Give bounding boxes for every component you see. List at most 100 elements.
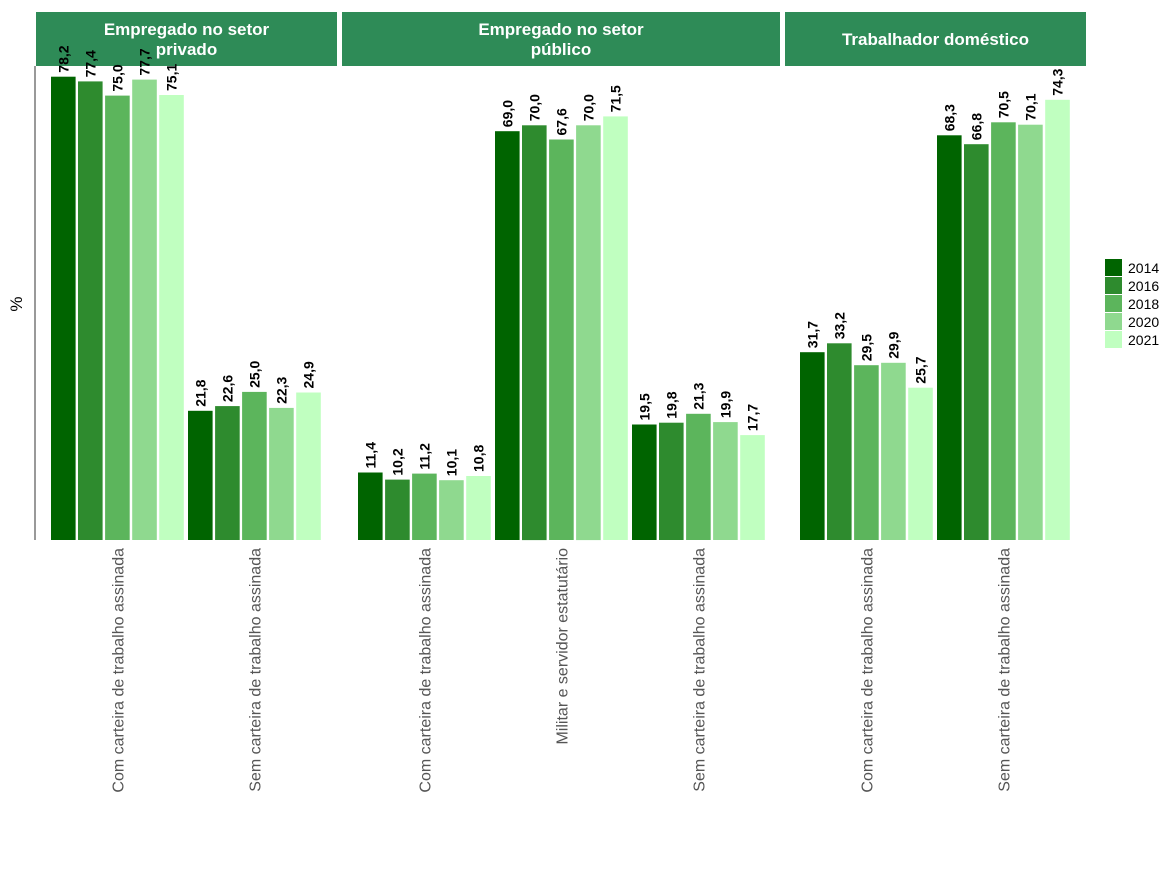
data-label: 25,7	[913, 356, 929, 383]
data-label: 29,9	[885, 331, 901, 358]
data-label: 21,8	[192, 379, 208, 406]
data-label: 22,3	[273, 376, 289, 403]
legend-entry: 2020	[1128, 314, 1159, 330]
legend-entry: 2021	[1128, 332, 1159, 348]
bar	[1045, 99, 1070, 541]
legend-swatch	[1105, 259, 1122, 276]
data-label: 70,5	[995, 91, 1011, 118]
x-tick-label: Militar e servidor estatutário	[554, 548, 571, 745]
x-tick-label: Sem carteira de trabalho assinada	[691, 548, 708, 792]
bar	[269, 407, 294, 540]
bar	[827, 343, 852, 540]
bar	[439, 480, 464, 540]
data-label: 24,9	[301, 361, 317, 388]
bar	[412, 473, 437, 540]
data-label: 25,0	[246, 360, 262, 387]
x-tick-label: Sem carteira de trabalho assinada	[247, 548, 264, 792]
legend-swatch	[1105, 313, 1122, 330]
bar	[159, 95, 184, 540]
legend-swatch	[1105, 295, 1122, 312]
data-label: 70,0	[580, 94, 596, 121]
bar	[603, 116, 628, 541]
facet-strip	[36, 12, 337, 66]
data-label: 19,8	[663, 391, 679, 418]
facet-title: público	[531, 40, 591, 59]
legend-entry: 2016	[1128, 278, 1159, 294]
data-label: 70,1	[1023, 93, 1039, 120]
data-label: 66,8	[968, 113, 984, 140]
data-label: 19,5	[636, 393, 652, 420]
bar	[1018, 124, 1043, 540]
legend-entry: 2018	[1128, 296, 1159, 312]
facet-title: Empregado no setor	[104, 20, 270, 39]
bar	[908, 387, 933, 540]
data-label: 69,0	[499, 100, 515, 127]
bar	[495, 131, 520, 540]
bar	[991, 122, 1016, 541]
bar	[549, 139, 574, 540]
bar	[964, 144, 989, 540]
facet-title: privado	[156, 40, 217, 59]
bar	[296, 392, 321, 540]
data-label: 31,7	[804, 321, 820, 348]
facet-title: Trabalhador doméstico	[842, 30, 1029, 49]
bar	[105, 95, 130, 540]
panel-3: Trabalhador doméstico 31,7 33,2 29,5 29,9 25,…	[785, 12, 1086, 793]
data-label: 68,3	[941, 104, 957, 131]
x-tick-label: Com carteira de trabalho assinada	[417, 548, 434, 793]
bar	[576, 125, 601, 541]
data-label: 11,4	[362, 442, 378, 469]
bar	[466, 476, 491, 540]
data-label: 17,7	[745, 404, 761, 431]
bar	[713, 422, 738, 540]
x-tick-label: Com carteira de trabalho assinada	[110, 548, 127, 793]
bar	[937, 135, 962, 541]
facet-strip	[342, 12, 780, 66]
bar	[188, 410, 213, 540]
data-label: 78,2	[55, 45, 71, 72]
data-label: 77,4	[82, 50, 98, 77]
facet-strip	[785, 12, 1086, 66]
data-label: 10,8	[471, 445, 487, 472]
data-label: 33,2	[831, 312, 847, 339]
bar	[522, 125, 547, 541]
data-label: 74,3	[1050, 68, 1066, 95]
data-label: 71,5	[608, 85, 624, 112]
legend-entry: 2014	[1128, 260, 1159, 276]
bar	[385, 479, 410, 540]
data-label: 11,2	[416, 443, 432, 470]
legend: 2014 2016 2018 2020 2021	[1105, 259, 1159, 348]
x-tick-label: Sem carteira de trabalho assinada	[996, 548, 1013, 792]
data-label: 10,2	[389, 448, 405, 475]
data-label: 75,1	[164, 64, 180, 91]
bar	[242, 391, 267, 540]
data-label: 21,3	[690, 382, 706, 409]
bar	[686, 413, 711, 540]
data-label: 22,6	[219, 375, 235, 402]
data-label: 19,9	[717, 391, 733, 418]
bar	[215, 406, 240, 540]
data-label: 75,0	[109, 64, 125, 91]
data-label: 77,7	[137, 48, 153, 75]
bar	[78, 81, 103, 541]
data-label: 10,1	[443, 449, 459, 476]
legend-swatch	[1105, 277, 1122, 294]
bar	[881, 362, 906, 540]
bar	[740, 435, 765, 540]
data-label: 29,5	[858, 334, 874, 361]
bar	[800, 352, 825, 540]
bar	[854, 365, 879, 540]
data-label: 67,6	[553, 108, 569, 135]
x-tick-label: Com carteira de trabalho assinada	[859, 548, 876, 793]
bar	[132, 79, 157, 540]
bar	[51, 76, 76, 540]
data-label: 70,0	[526, 94, 542, 121]
bar	[659, 422, 684, 540]
legend-swatch	[1105, 331, 1122, 348]
y-axis-label: %	[7, 296, 26, 311]
bar	[358, 472, 383, 540]
bar	[632, 424, 657, 540]
